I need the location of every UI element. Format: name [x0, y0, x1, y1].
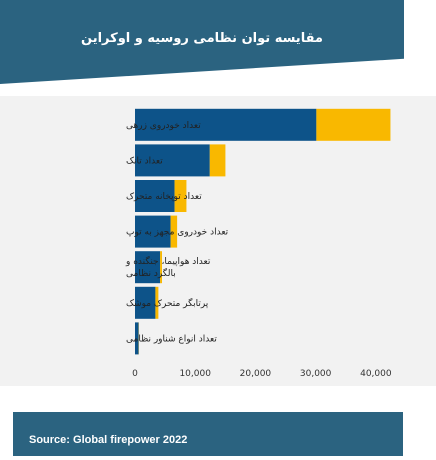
- bar-series2-2: [174, 180, 187, 212]
- title-banner: مقایسه توان نظامی روسیه و اوکراین: [0, 0, 404, 84]
- source-banner: Source: Global firepower 2022: [13, 412, 403, 456]
- plot-area: [0, 96, 436, 386]
- source-text: Source: Global firepower 2022: [29, 434, 188, 446]
- bar-series2-3: [170, 215, 178, 248]
- bar-series1-4: [135, 251, 161, 284]
- category-label-0: تعداد خودروی زرهی: [126, 121, 201, 131]
- bar-series1-3: [135, 215, 171, 248]
- category-label-4: بالگرد نظامی: [126, 267, 176, 279]
- bar-series2-0: [316, 108, 391, 141]
- bar-series2-4: [160, 251, 163, 284]
- bar-series1-5: [135, 286, 156, 319]
- category-label-5: پرتابگر متحرک موشک: [126, 297, 209, 309]
- category-label-6: تعداد انواع شناور نظامی: [126, 334, 217, 344]
- x-tick-label-0: 0: [132, 369, 138, 379]
- x-tick-label-3: 30,000: [300, 369, 332, 379]
- bar-chart: تعداد خودروی زرهی تعداد تانک تعداد توپخانه…: [125, 108, 392, 379]
- x-tick-label-2: 20,000: [240, 369, 272, 379]
- bar-series2-1: [209, 144, 226, 177]
- bar-series1-6: [135, 322, 139, 355]
- bar-series1-0: [135, 108, 317, 141]
- x-tick-label-4: 40,000: [360, 369, 392, 379]
- category-label-1: تعداد تانک: [126, 156, 163, 166]
- category-label-3: تعداد خودروی مجهز به توپ: [126, 228, 229, 238]
- bar-series1-1: [135, 144, 210, 177]
- chart-title: مقایسه توان نظامی روسیه و اوکراین: [81, 31, 323, 46]
- x-tick-label-1: 10,000: [179, 369, 211, 379]
- category-label-4: تعداد هواپیما، جنگنده و: [125, 255, 211, 267]
- bar-series2-5: [155, 286, 159, 319]
- category-label-2: تعداد توپخانه متحرک: [126, 191, 202, 202]
- bar-series1-2: [135, 180, 175, 212]
